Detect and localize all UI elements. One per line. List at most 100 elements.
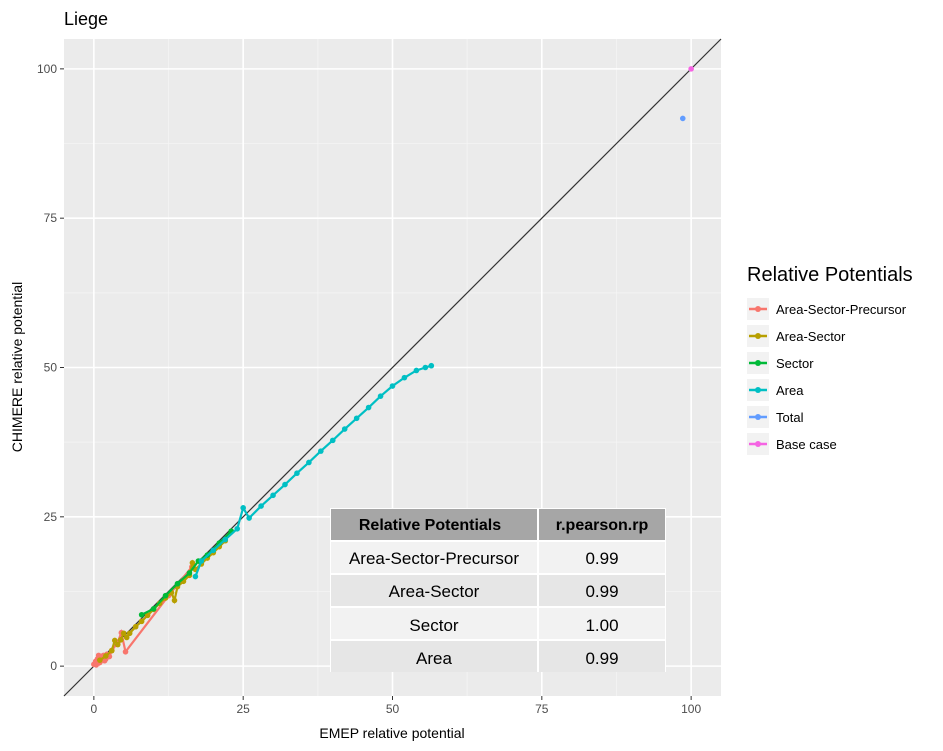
data-point — [138, 611, 145, 618]
data-point — [122, 649, 129, 655]
x-tick-label: 100 — [681, 702, 701, 716]
data-point — [234, 525, 241, 532]
data-point — [282, 481, 288, 488]
data-point — [95, 652, 102, 659]
table-cell-label: Area — [416, 649, 452, 668]
table-cell-value: 1.00 — [585, 616, 618, 635]
data-point — [186, 570, 193, 576]
chart-title: Liege — [64, 9, 108, 29]
table-cell-label: Area-Sector — [389, 582, 480, 601]
data-point — [428, 362, 435, 369]
data-point — [210, 547, 217, 554]
table-cell — [539, 641, 665, 672]
table-cell-label: Area-Sector-Precursor — [349, 549, 519, 568]
data-point — [240, 505, 246, 511]
legend-label: Total — [776, 410, 804, 425]
data-point — [126, 630, 133, 637]
data-point — [198, 558, 205, 564]
table-cell-value: 0.99 — [585, 649, 618, 668]
table-cell-value: 0.99 — [585, 549, 618, 568]
data-point — [318, 448, 324, 454]
y-axis-title: CHIMERE relative potential — [9, 282, 25, 452]
table-cell-label: Sector — [409, 616, 458, 635]
legend-title: Relative Potentials — [747, 264, 913, 286]
table-cell — [539, 542, 665, 573]
y-axis-ticks: 0 25 50 75 100 — [37, 62, 64, 673]
table-header-label: r.pearson.rp — [556, 517, 649, 534]
table-row — [331, 608, 537, 639]
table-cell — [539, 608, 665, 639]
data-point — [413, 367, 420, 374]
y-tick-label: 50 — [44, 361, 58, 375]
data-point — [246, 515, 252, 521]
data-point — [132, 623, 139, 630]
table-header-cell — [539, 509, 665, 540]
legend-key-point — [755, 360, 761, 366]
table-cell-value: 0.99 — [585, 582, 618, 601]
y-tick-label: 0 — [50, 659, 57, 673]
data-point — [422, 364, 429, 371]
y-tick-label: 25 — [44, 510, 58, 524]
table-row — [331, 641, 537, 672]
table-cell — [539, 575, 665, 606]
table-row — [331, 542, 537, 573]
legend-label: Sector — [776, 356, 814, 371]
table-header-cell — [331, 509, 537, 540]
series-base-case — [688, 66, 694, 72]
legend-label: Base case — [776, 437, 837, 452]
data-point — [222, 536, 229, 543]
series-total — [679, 115, 686, 122]
data-point — [150, 605, 157, 612]
legend-key-point — [755, 333, 761, 339]
data-point — [341, 426, 348, 432]
data-point — [120, 630, 127, 637]
data-point — [97, 657, 103, 663]
legend-label: Area-Sector — [776, 329, 846, 344]
data-point — [123, 634, 130, 641]
data-point — [162, 592, 169, 599]
legend-key-point — [755, 414, 761, 420]
data-point — [144, 612, 151, 619]
data-point — [93, 662, 100, 668]
data-point — [192, 573, 199, 580]
data-point — [294, 470, 300, 477]
y-tick-label: 100 — [37, 62, 57, 76]
correlation-table: Relative Potentials r.pearson.rp Area-Se… — [330, 508, 666, 672]
data-point — [270, 492, 276, 499]
data-point — [103, 653, 109, 659]
data-point — [189, 560, 196, 566]
table-row — [331, 575, 537, 606]
series-area — [192, 362, 435, 580]
legend-key-point — [755, 441, 761, 447]
data-point — [377, 393, 384, 399]
legend-key-point — [755, 387, 761, 393]
table-header-label: Relative Potentials — [359, 517, 501, 534]
data-point — [365, 404, 372, 411]
data-point — [111, 637, 118, 644]
legend-label: Area-Sector-Precursor — [776, 302, 907, 317]
data-point — [679, 115, 686, 122]
data-point — [306, 459, 312, 466]
data-point — [353, 415, 360, 422]
data-point — [329, 437, 336, 444]
x-axis-ticks: 0 25 50 75 100 — [91, 696, 701, 716]
data-point — [688, 66, 694, 72]
data-point — [389, 383, 396, 389]
data-point — [117, 637, 124, 643]
data-point — [101, 657, 108, 664]
legend-key-point — [755, 306, 761, 312]
legend-label: Area — [776, 383, 804, 398]
series-layer — [91, 66, 694, 668]
x-tick-label: 0 — [91, 702, 98, 716]
data-point — [401, 374, 408, 381]
y-tick-label: 75 — [44, 211, 58, 225]
legend: Relative Potentials Area-Sector-Precurso… — [747, 264, 913, 455]
x-tick-label: 75 — [535, 702, 549, 716]
data-point — [114, 641, 121, 648]
data-point — [171, 597, 178, 604]
data-point — [258, 503, 264, 509]
series-sector — [138, 528, 235, 618]
x-tick-label: 25 — [237, 702, 251, 716]
data-point — [138, 618, 145, 625]
